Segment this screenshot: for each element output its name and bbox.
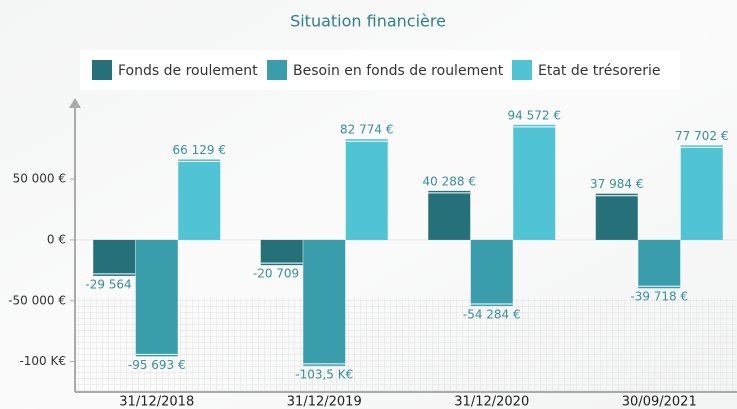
value-label: -103,5 K€ [295,367,353,381]
value-label: -29 564 € [85,277,143,291]
legend-swatch [92,60,112,80]
x-tick-label: 30/09/2021 [622,395,697,409]
value-label: 77 702 € [675,129,728,143]
bar [680,145,723,240]
legend-swatch [512,60,532,80]
bar [260,239,303,266]
legend-box [80,50,680,90]
value-label: 82 774 € [340,123,393,137]
legend-label: Etat de trésorerie [538,63,661,79]
value-label: 37 984 € [590,177,643,191]
bar [345,139,388,240]
bar [638,239,681,289]
bar [303,239,346,366]
value-label: 66 129 € [173,143,226,157]
legend-label: Besoin en fonds de roulement [293,63,504,79]
bar [135,239,178,357]
y-tick-label: 50 000 € [13,172,66,186]
legend-label: Fonds de roulement [118,63,258,79]
bar [428,190,471,240]
value-label: -20 709 € [253,267,311,281]
y-tick-label: -100 K€ [19,354,66,368]
x-tick-label: 31/12/2019 [287,395,362,409]
y-tick-label: -50 000 € [8,293,66,307]
value-label: 94 572 € [508,108,561,122]
x-tick-label: 31/12/2020 [454,395,529,409]
bar [513,124,556,240]
value-label: -39 718 € [630,290,688,304]
value-label: 40 288 € [423,174,476,188]
x-tick-label: 31/12/2018 [119,395,194,409]
background-pattern [76,298,736,392]
value-label: -95 693 € [128,358,186,372]
bar [470,239,513,306]
bar [178,159,221,240]
chart-title: Situation financière [290,12,446,31]
y-axis-arrow [69,98,81,108]
y-tick-label: 0 € [47,232,66,246]
bar [595,193,638,240]
legend-swatch [267,60,287,80]
value-label: -54 284 € [463,307,521,321]
bar [93,239,136,276]
